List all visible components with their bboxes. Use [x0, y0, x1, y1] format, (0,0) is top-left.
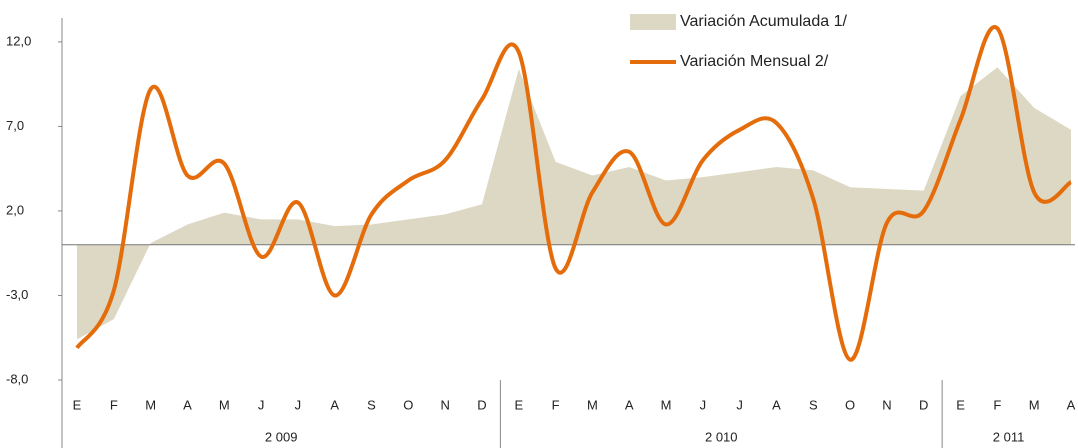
x-tick-label: A	[625, 397, 634, 412]
x-tick-label: E	[956, 397, 965, 412]
y-tick-label: 2,0	[6, 202, 24, 217]
x-tick-label: N	[440, 397, 449, 412]
x-tick-label: M	[661, 397, 672, 412]
x-tick-label: S	[367, 397, 376, 412]
x-tick-label: J	[736, 397, 743, 412]
x-tick-label: E	[514, 397, 523, 412]
x-tick-label: A	[1067, 397, 1076, 412]
x-tick-label: E	[73, 397, 82, 412]
y-tick-label: 7,0	[6, 118, 24, 133]
x-tick-label: O	[403, 397, 413, 412]
x-tick-label: A	[183, 397, 192, 412]
group-label: 2 010	[705, 429, 738, 444]
x-tick-label: M	[587, 397, 598, 412]
x-tick-label: F	[993, 397, 1001, 412]
x-tick-label: A	[772, 397, 781, 412]
x-tick-label: D	[919, 397, 928, 412]
x-tick-label: M	[1029, 397, 1040, 412]
legend-label: Variación Acumulada 1/	[680, 13, 847, 30]
x-tick-label: S	[809, 397, 818, 412]
x-tick-label: D	[477, 397, 486, 412]
legend-swatch	[630, 14, 676, 30]
x-tick-label: N	[882, 397, 891, 412]
group-label: 2 009	[265, 429, 298, 444]
x-tick-label: J	[295, 397, 302, 412]
area	[77, 67, 1071, 340]
y-tick-label: 12,0	[6, 33, 31, 48]
legend-label: Variación Mensual 2/	[680, 53, 829, 70]
x-tick-label: M	[145, 397, 156, 412]
x-tick-label: F	[110, 397, 118, 412]
y-tick-label: -8,0	[6, 371, 28, 386]
x-tick-label: O	[845, 397, 855, 412]
line	[75, 25, 1073, 362]
x-tick-label: M	[219, 397, 230, 412]
x-tick-label: J	[700, 397, 707, 412]
x-tick-label: F	[552, 397, 560, 412]
group-label: 2 011	[993, 429, 1025, 444]
x-tick-label: A	[330, 397, 339, 412]
x-tick-label: J	[258, 397, 265, 412]
y-tick-label: -3,0	[6, 287, 28, 302]
